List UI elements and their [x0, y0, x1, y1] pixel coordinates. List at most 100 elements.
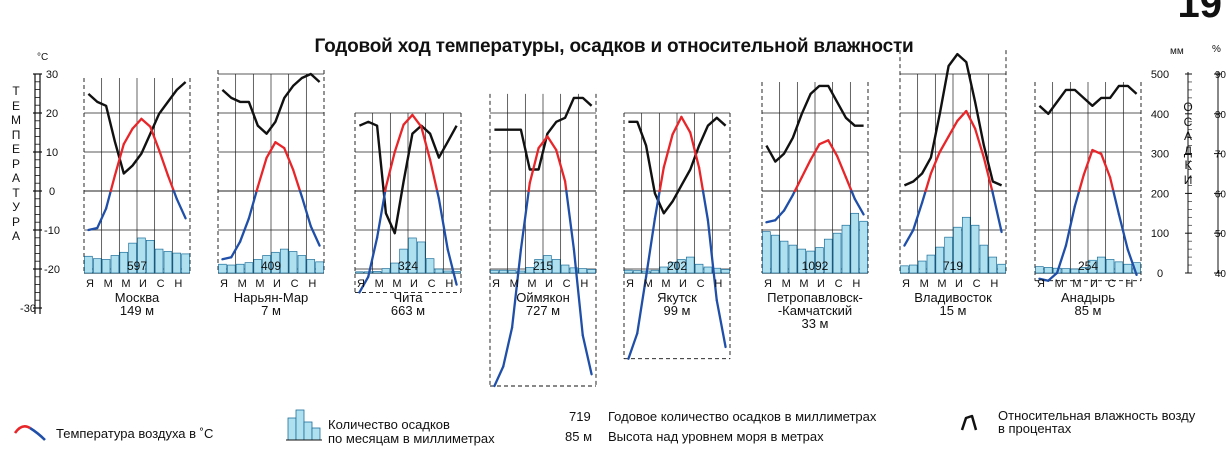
precipitation-bar: [163, 251, 173, 274]
left-axis-tick-label: 20: [46, 108, 58, 120]
temperature-segment: [1038, 277, 1050, 282]
station-name: Москва: [115, 290, 160, 305]
temperature-segment: [221, 256, 233, 261]
temperature-segment: [446, 248, 458, 286]
month-letter: Я: [357, 278, 365, 290]
precipitation-bar: [944, 236, 953, 274]
precipitation-bar: [917, 260, 927, 274]
precipitation-bar: [416, 241, 426, 274]
legend-temp-cold-line: [29, 426, 46, 441]
month-letter: И: [679, 278, 687, 290]
precipitation-bar: [271, 251, 280, 274]
month-letter: Я: [902, 278, 910, 290]
annual-precipitation-label: 597: [127, 259, 147, 273]
precipitation-bar: [181, 253, 190, 274]
station-elevation: 15 м: [939, 303, 966, 318]
month-letter: М: [510, 278, 519, 290]
temperature-segment: [827, 139, 839, 158]
precipitation-bar: [900, 265, 909, 274]
temperature-segment: [991, 191, 1003, 234]
temperature-segment: [689, 131, 701, 169]
temperature-segment: [428, 158, 439, 193]
month-letter: Н: [308, 278, 316, 290]
precipitation-bar: [262, 255, 271, 274]
station-name: Нарьян-Мар: [234, 290, 309, 305]
precipitation-bar: [381, 268, 391, 274]
month-letter: Н: [445, 278, 453, 290]
temperature-segment: [87, 226, 99, 232]
month-letter: М: [255, 278, 264, 290]
temperature-segment: [247, 189, 258, 220]
temperature-segment: [706, 219, 718, 302]
precipitation-bar: [119, 251, 129, 274]
temperature-segment: [1112, 189, 1121, 216]
temperature-segment: [697, 166, 705, 193]
left-axis-tick-label: -10: [44, 225, 60, 237]
temperature-segment: [701, 189, 710, 222]
temperature-segment: [546, 135, 558, 152]
precipitation-bar: [172, 252, 182, 274]
temperature-segment: [1047, 271, 1059, 282]
humidity-axis-unit: %: [1212, 44, 1221, 55]
temperature-segment: [929, 150, 941, 175]
temperature-segment: [853, 197, 865, 216]
precipitation-bar: [1105, 259, 1115, 274]
precipitation-bar: [408, 237, 417, 274]
humidity-line: [494, 96, 593, 171]
month-letter: Я: [220, 278, 228, 290]
temperature-segment: [172, 189, 178, 200]
temperature-segment: [1064, 205, 1076, 247]
precipitation-bar: [569, 267, 579, 274]
precipitation-bar: [721, 269, 730, 274]
month-letter: М: [661, 278, 670, 290]
precipitation-bar: [815, 247, 824, 274]
humidity-line: [765, 84, 864, 163]
precipitation-bar: [1096, 256, 1106, 274]
station-elevation: 33 м: [801, 316, 828, 331]
precipitation-bar: [1070, 268, 1080, 274]
precip-axis-tick-label: 100: [1151, 228, 1169, 240]
temperature-segment: [774, 209, 786, 222]
temperature-segment: [502, 326, 514, 368]
temperature-segment: [671, 115, 683, 136]
temperature-segment: [1100, 152, 1112, 179]
precipitation-bar: [806, 250, 815, 274]
precipitation-bar: [218, 263, 227, 274]
temperature-segment: [903, 228, 915, 247]
legend-temp-warm-line: [13, 425, 31, 434]
temperature-segment: [420, 125, 432, 161]
humidity-line: [87, 81, 187, 175]
temperature-segment: [982, 156, 994, 193]
humidity-line: [1038, 84, 1138, 116]
precipitation-bar: [145, 240, 155, 274]
humidity-axis-tick-label: 90: [1215, 70, 1227, 81]
month-letter: С: [563, 278, 571, 290]
precipitation-bar: [624, 269, 633, 274]
precipitation-bar: [253, 259, 263, 274]
precip-axis-tick-label: 0: [1157, 268, 1163, 280]
precipitation-bar: [935, 246, 945, 274]
month-letter: Н: [174, 278, 182, 290]
legend-precip-bar: [303, 421, 313, 441]
temperature-segment: [131, 117, 143, 130]
temperature-segment: [581, 334, 593, 376]
month-letter: И: [545, 278, 553, 290]
month-letter: И: [139, 278, 147, 290]
humidity-axis-tick-label: 80: [1215, 110, 1227, 121]
precipitation-bar: [235, 263, 245, 274]
precipitation-bar: [961, 216, 971, 274]
temperature-segment: [265, 141, 277, 160]
precipitation-bar: [490, 269, 499, 274]
temperature-segment: [283, 146, 295, 171]
temperature-segment: [653, 189, 661, 220]
precipitation-bar: [1088, 259, 1097, 274]
temperature-segment: [537, 135, 549, 150]
left-axis-tick-label: 30: [46, 69, 58, 81]
station-name: Владивосток: [914, 290, 992, 305]
precipitation-bar: [823, 238, 833, 274]
station-elevation: 85 м: [1074, 303, 1101, 318]
station-name: Чита: [394, 290, 424, 305]
legend-annual-number: 719: [569, 409, 591, 424]
